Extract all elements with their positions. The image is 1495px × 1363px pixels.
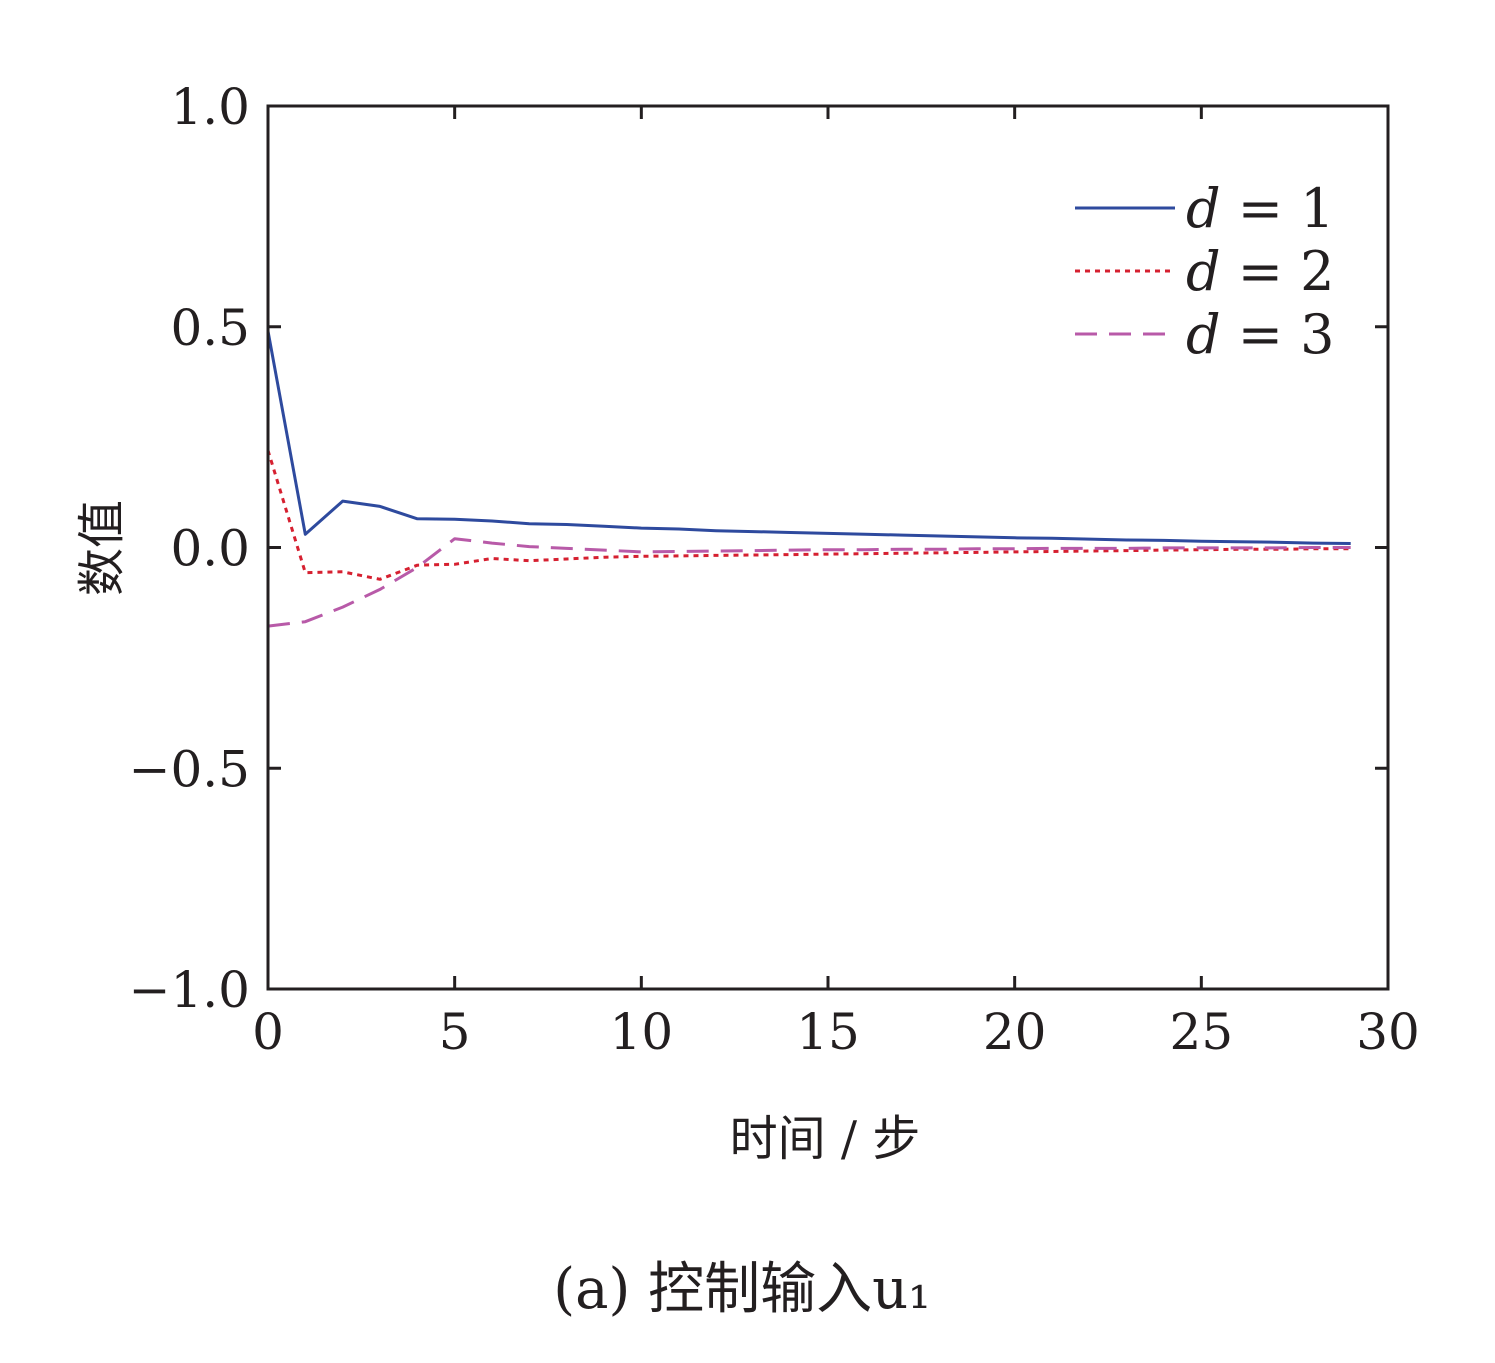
y-tick-label: −1.0 — [129, 961, 250, 1019]
series-line-3 — [267, 537, 1351, 628]
legend-value: = 3 — [1221, 303, 1335, 366]
series-line-1 — [266, 330, 1351, 545]
x-tick-label: 5 — [439, 1003, 471, 1061]
x-tick-label: 0 — [252, 1003, 284, 1061]
y-tick-label: 1.0 — [170, 78, 250, 136]
x-tick-label: 30 — [1356, 1003, 1420, 1061]
x-tick-label: 15 — [796, 1003, 860, 1061]
ticks-layer: 0 5 10 15 20 25 30 1.0 0.5 0.0 −0.5 −1.0 — [129, 78, 1420, 1061]
series-line-2 — [266, 449, 1351, 581]
y-tick-label: −0.5 — [129, 740, 250, 798]
legend: d = 1d = 2d = 3 — [1075, 177, 1335, 366]
y-tick-label: 0.0 — [170, 520, 250, 578]
legend-variable: d — [1186, 177, 1221, 240]
x-tick-label: 25 — [1170, 1003, 1234, 1061]
y-axis-title: 数值 — [74, 500, 130, 596]
x-axis-title: 时间 / 步 — [730, 1111, 921, 1167]
legend-value: = 1 — [1221, 177, 1335, 240]
legend-label-1: d = 1 — [1186, 177, 1335, 240]
legend-label-2: d = 2 — [1186, 240, 1335, 303]
figure-caption: (a) 控制输入u₁ — [553, 1257, 930, 1322]
y-tick-label: 0.5 — [170, 299, 250, 357]
legend-variable: d — [1186, 240, 1221, 303]
legend-variable: d — [1186, 303, 1221, 366]
series-layer — [266, 330, 1351, 628]
legend-label-3: d = 3 — [1186, 303, 1335, 366]
legend-value: = 2 — [1221, 240, 1335, 303]
x-tick-label: 20 — [983, 1003, 1047, 1061]
x-tick-label: 10 — [610, 1003, 674, 1061]
